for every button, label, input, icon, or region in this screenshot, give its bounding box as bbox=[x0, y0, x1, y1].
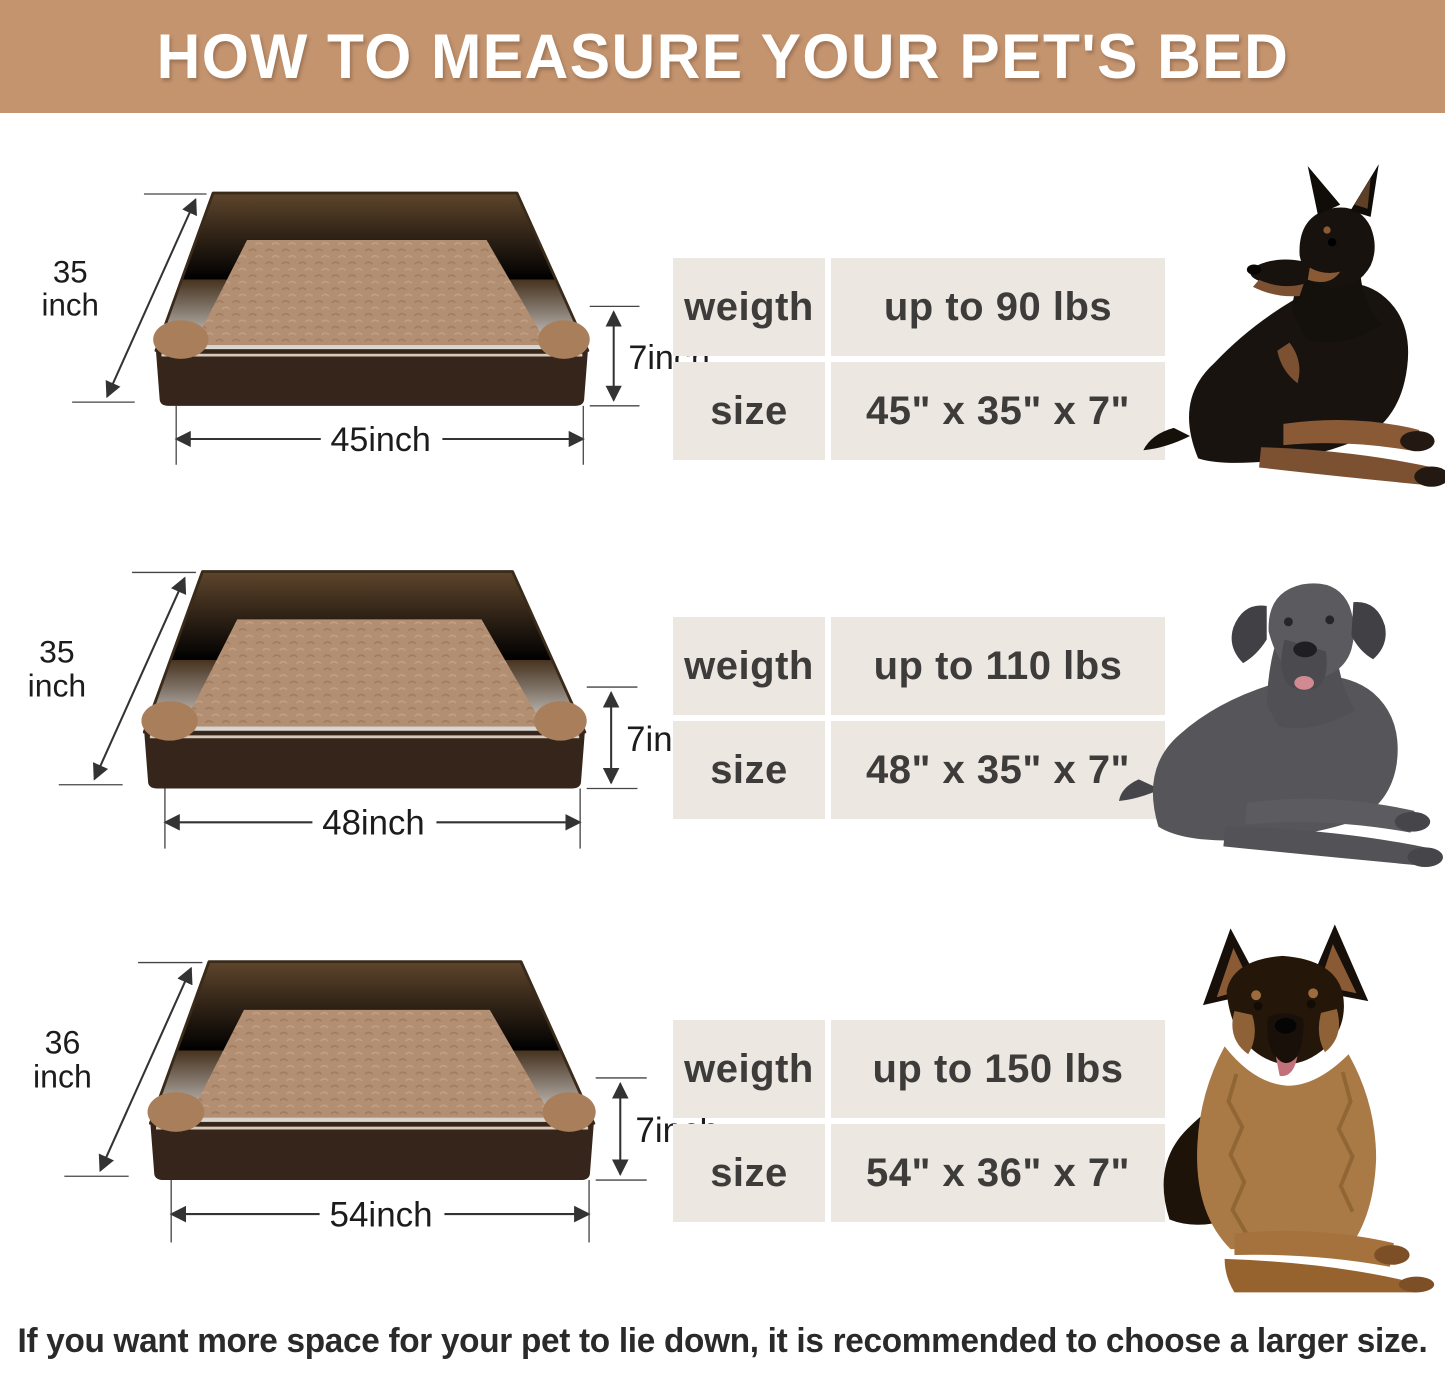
footer-note-text: If you want more space for your pet to l… bbox=[17, 1322, 1428, 1360]
size-value-cell: 54" x 36" x 7" bbox=[831, 1124, 1165, 1222]
footer-note: If you want more space for your pet to l… bbox=[0, 1322, 1445, 1361]
bed-arm-left bbox=[153, 320, 209, 359]
bed-illustration-48: 35 inch 48inch 7inch bbox=[28, 570, 709, 849]
bed-fur-center bbox=[189, 1009, 553, 1118]
bed-illustration-45: 35 inch 45inch 7inch bbox=[42, 191, 710, 465]
bed-fur-center bbox=[182, 619, 544, 727]
bed-arm-right bbox=[534, 701, 587, 741]
dog-image-great-dane bbox=[1119, 583, 1444, 868]
bed-width-label: 48inch bbox=[322, 805, 424, 843]
size-value-cell: 48" x 35" x 7" bbox=[831, 721, 1165, 819]
bed-arm-left bbox=[147, 1092, 205, 1132]
bed-arm-right bbox=[542, 1092, 596, 1132]
spec-table-1: weigth up to 90 lbs size 45" x 35" x 7" bbox=[673, 258, 1165, 460]
header-banner: HOW TO MEASURE YOUR PET'S BED bbox=[0, 0, 1445, 113]
bed-base bbox=[155, 350, 588, 406]
bed-width-label: 54inch bbox=[330, 1195, 433, 1234]
size-label-cell: size bbox=[673, 721, 825, 819]
weight-value-cell: up to 90 lbs bbox=[831, 258, 1165, 356]
bed-arm-right bbox=[538, 320, 590, 359]
dog-image-doberman bbox=[1143, 164, 1445, 487]
weight-value-cell: up to 110 lbs bbox=[831, 617, 1165, 715]
bed-depth-value: 35 bbox=[53, 254, 88, 289]
bed-depth-unit: inch bbox=[28, 667, 87, 703]
bed-depth-value: 36 bbox=[45, 1024, 81, 1060]
bed-arm-left bbox=[141, 701, 198, 741]
bed-depth-value: 35 bbox=[39, 634, 75, 670]
weight-value-cell: up to 150 lbs bbox=[831, 1020, 1165, 1118]
bed-base bbox=[144, 732, 585, 789]
bed-depth-unit: inch bbox=[33, 1058, 92, 1094]
spec-table-2: weigth up to 110 lbs size 48" x 35" x 7" bbox=[673, 617, 1165, 819]
weight-label-cell: weigth bbox=[673, 258, 825, 356]
bed-fur-center bbox=[193, 240, 548, 346]
bed-illustration-54: 36 inch 54inch 7inch bbox=[33, 960, 719, 1243]
size-value-cell: 45" x 35" x 7" bbox=[831, 362, 1165, 460]
bed-depth-unit: inch bbox=[42, 288, 99, 323]
dog-image-german-shepherd bbox=[1163, 924, 1435, 1293]
bed-width-label: 45inch bbox=[330, 421, 430, 459]
spec-table-3: weigth up to 150 lbs size 54" x 36" x 7" bbox=[673, 1020, 1165, 1222]
weight-label-cell: weigth bbox=[673, 617, 825, 715]
size-label-cell: size bbox=[673, 362, 825, 460]
page-title: HOW TO MEASURE YOUR PET'S BED bbox=[156, 21, 1289, 92]
size-label-cell: size bbox=[673, 1124, 825, 1222]
weight-label-cell: weigth bbox=[673, 1020, 825, 1118]
bed-base bbox=[150, 1123, 594, 1181]
